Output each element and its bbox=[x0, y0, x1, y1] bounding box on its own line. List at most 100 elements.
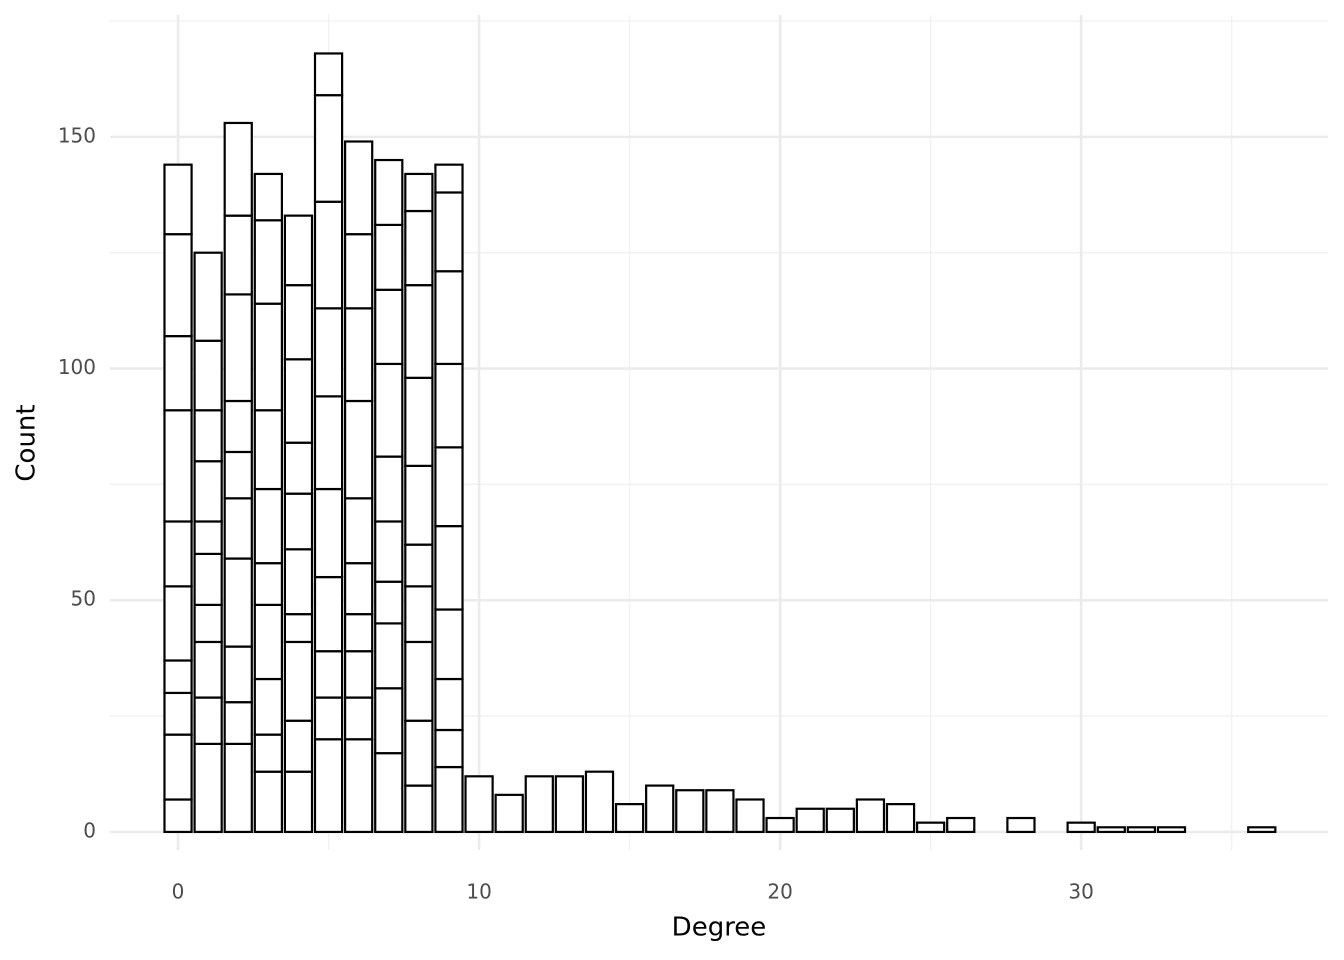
bar-segment bbox=[283, 284, 314, 361]
bar-segment bbox=[163, 691, 193, 736]
bar-segment bbox=[163, 733, 193, 801]
bar-segment bbox=[193, 520, 223, 556]
bar-segment bbox=[344, 562, 374, 616]
bar-segment bbox=[223, 742, 253, 834]
bar-segment bbox=[193, 409, 223, 463]
bar-segment bbox=[434, 677, 464, 732]
bar-segment bbox=[404, 284, 434, 379]
bar-segment bbox=[223, 214, 253, 296]
bar-segment bbox=[946, 816, 976, 834]
bar-segment bbox=[253, 677, 283, 736]
bar-segment bbox=[434, 191, 464, 273]
bar-segment bbox=[404, 376, 434, 467]
bar-segment bbox=[645, 784, 675, 834]
bar-segment bbox=[344, 307, 374, 403]
x-axis-label: Degree bbox=[672, 913, 767, 943]
bar-segment bbox=[675, 789, 705, 834]
y-tick-label: 150 bbox=[58, 123, 96, 147]
bar-segment bbox=[253, 409, 283, 491]
bar-segment bbox=[765, 816, 795, 834]
bar-segment bbox=[283, 640, 314, 722]
y-tick-label: 50 bbox=[71, 587, 96, 611]
bar-segment bbox=[193, 696, 223, 745]
bar-segment bbox=[313, 738, 344, 834]
bar-segment bbox=[193, 339, 223, 412]
bar-segment bbox=[163, 335, 193, 412]
bar-segment bbox=[313, 94, 344, 203]
bar-segment bbox=[313, 487, 344, 579]
bar-segment bbox=[404, 209, 434, 287]
bar-segment bbox=[283, 548, 314, 616]
bar-segment bbox=[404, 543, 434, 588]
bar-segment bbox=[434, 163, 464, 194]
bar-segment bbox=[283, 770, 314, 834]
bar-segment bbox=[253, 302, 283, 412]
bar-segment bbox=[344, 399, 374, 500]
bar-segment bbox=[163, 520, 193, 588]
x-tick-label: 20 bbox=[767, 880, 792, 904]
bar-segment bbox=[404, 640, 434, 722]
bar-segment bbox=[434, 270, 464, 366]
bar-segment bbox=[344, 650, 374, 699]
bar-segment bbox=[253, 733, 283, 773]
bar-segment bbox=[404, 585, 434, 644]
bar-segment bbox=[915, 821, 946, 834]
bar-segment bbox=[253, 172, 283, 222]
bar-segment bbox=[223, 399, 253, 454]
bar-segment bbox=[494, 793, 524, 834]
bar-segment bbox=[374, 455, 404, 523]
bar-segment bbox=[1006, 816, 1036, 834]
bar-segment bbox=[1247, 826, 1277, 834]
bar-segment bbox=[163, 798, 193, 834]
x-tick-label: 30 bbox=[1068, 880, 1093, 904]
x-tick-label: 10 bbox=[466, 880, 491, 904]
bar-segment bbox=[253, 219, 283, 305]
bar-segment bbox=[253, 487, 283, 565]
bar-segment bbox=[374, 580, 404, 625]
bar-segment bbox=[524, 775, 554, 834]
bar-segment bbox=[705, 789, 735, 834]
y-tick-label: 0 bbox=[83, 818, 96, 842]
bar-segment bbox=[163, 409, 193, 523]
bar-segment bbox=[434, 728, 464, 769]
bar-segment bbox=[313, 395, 344, 491]
bar-segment bbox=[825, 807, 855, 834]
bar-segment bbox=[283, 214, 314, 287]
bar-segment bbox=[1126, 826, 1157, 834]
bar-segment bbox=[253, 603, 283, 681]
bar-segment bbox=[795, 807, 825, 834]
bar-segment bbox=[885, 803, 916, 834]
bar-segment bbox=[223, 557, 253, 648]
bar-segment bbox=[374, 288, 404, 366]
bar-segment bbox=[434, 765, 464, 834]
bar-segment bbox=[223, 645, 253, 704]
bar-segment bbox=[283, 492, 314, 551]
bar-segment bbox=[344, 696, 374, 741]
bar-segment bbox=[434, 525, 464, 611]
y-tick-label: 100 bbox=[58, 355, 96, 379]
bar-segment bbox=[374, 223, 404, 291]
bar-segment bbox=[163, 233, 193, 338]
x-tick-label: 0 bbox=[172, 880, 185, 904]
bar-segment bbox=[374, 622, 404, 690]
bar-segment bbox=[344, 233, 374, 310]
bar-segment bbox=[223, 450, 253, 500]
bar-segment bbox=[584, 770, 615, 834]
bar-segment bbox=[434, 608, 464, 681]
bar-segment bbox=[313, 200, 344, 310]
bar-segment bbox=[404, 719, 434, 787]
bar-segment bbox=[193, 552, 223, 606]
bar-segment bbox=[735, 798, 765, 834]
bar-segment bbox=[855, 798, 886, 834]
bar-segment bbox=[374, 520, 404, 583]
bar-segment bbox=[344, 497, 374, 565]
bar-segment bbox=[434, 446, 464, 528]
bar-segment bbox=[163, 659, 193, 695]
bar-segment bbox=[193, 640, 223, 699]
bar-segment bbox=[283, 441, 314, 495]
bar-segment bbox=[253, 770, 283, 834]
bar-segment bbox=[404, 464, 434, 546]
bar-segment bbox=[283, 719, 314, 773]
bar-segment bbox=[223, 121, 253, 217]
